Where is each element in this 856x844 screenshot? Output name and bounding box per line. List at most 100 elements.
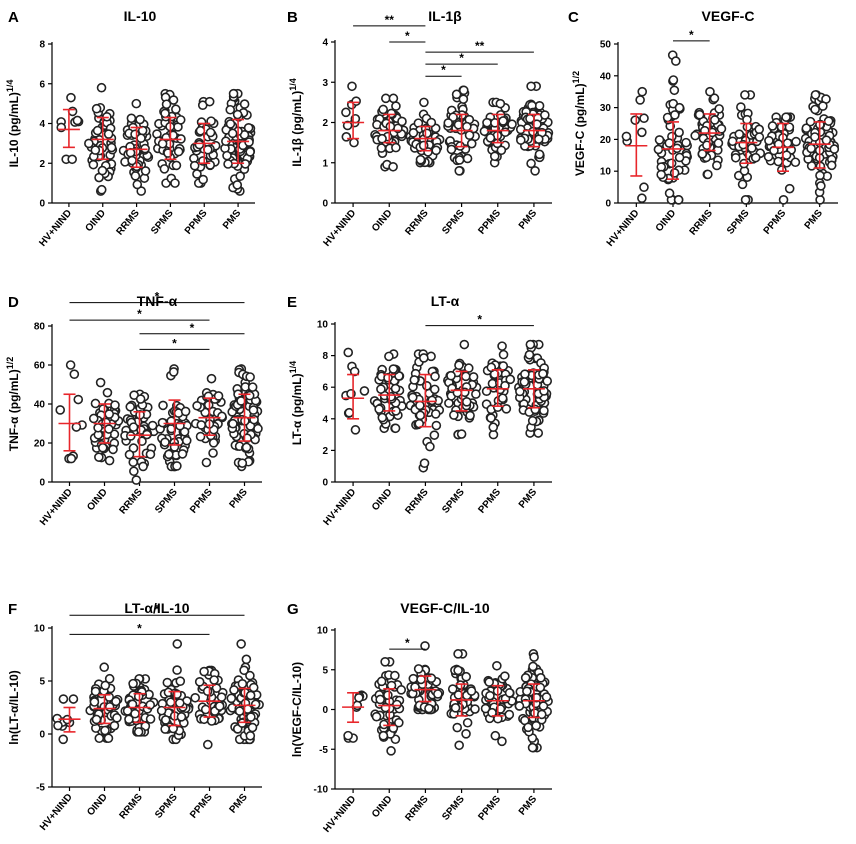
data-point — [535, 673, 546, 683]
significance-label: * — [137, 621, 142, 635]
data-point — [458, 85, 469, 96]
data-point — [534, 101, 545, 111]
data-point — [104, 673, 115, 684]
data-point — [96, 184, 107, 195]
data-point — [501, 404, 512, 414]
data-point — [376, 676, 387, 687]
data-point — [172, 639, 183, 649]
data-point — [135, 114, 145, 125]
data-point — [245, 670, 255, 681]
data-point — [179, 426, 190, 437]
data-point — [418, 140, 429, 151]
data-point — [172, 665, 182, 675]
data-point — [234, 706, 245, 716]
data-point — [104, 702, 115, 712]
panel-B: B IL-1β 0 1 2 3 4 IL-1β (pg/mL)1/4 HV+NIND OIND RR… — [287, 8, 554, 249]
data-point — [462, 153, 473, 164]
data-point — [172, 461, 182, 471]
data-point — [443, 118, 454, 128]
data-point — [810, 104, 820, 115]
x-tick-label: RRMS — [688, 208, 716, 238]
data-point — [801, 123, 812, 134]
data-point — [750, 152, 761, 163]
data-point — [538, 701, 549, 711]
data-point — [127, 155, 137, 166]
data-point — [782, 138, 793, 148]
data-point — [67, 106, 78, 117]
data-point — [112, 713, 122, 723]
data-point — [709, 115, 720, 125]
x-tick-label: HV+NIND — [322, 487, 359, 528]
data-point — [133, 727, 144, 737]
data-point — [198, 174, 208, 185]
data-point — [177, 449, 188, 459]
data-point — [374, 404, 384, 414]
significance-label: * — [137, 307, 142, 321]
x-tick-label: SPMS — [725, 208, 752, 237]
data-point — [666, 158, 677, 169]
data-point — [132, 179, 143, 190]
panel-title: VEGF-C/IL-10 — [400, 600, 490, 616]
data-point — [673, 195, 684, 205]
data-point — [229, 685, 239, 695]
data-point — [754, 132, 765, 142]
data-point — [430, 409, 441, 419]
data-point — [241, 442, 252, 453]
data-point — [232, 109, 243, 120]
significance-label: * — [477, 313, 482, 327]
data-point — [223, 159, 233, 169]
data-point — [130, 171, 141, 181]
data-point — [202, 686, 213, 697]
data-point — [515, 124, 526, 135]
data-point — [784, 183, 795, 194]
data-point — [497, 341, 507, 351]
data-point — [203, 391, 214, 402]
data-point — [461, 397, 472, 407]
data-point — [90, 398, 101, 409]
data-point — [637, 193, 647, 204]
x-tick-label: HV+NIND — [322, 794, 359, 835]
y-axis-label-exponent: 1/4 — [288, 361, 298, 374]
data-point — [386, 746, 396, 756]
data-point — [450, 703, 461, 713]
data-point — [769, 145, 779, 156]
data-point — [390, 670, 400, 681]
data-point — [668, 75, 679, 85]
data-point — [159, 164, 170, 174]
data-point — [504, 688, 515, 698]
y-axis-label: LT-α (pg/mL)1/4 — [288, 361, 304, 445]
x-tick-label: PPMS — [188, 792, 215, 821]
data-point — [160, 724, 170, 734]
data-point — [94, 733, 105, 744]
data-point — [818, 101, 828, 111]
data-point — [669, 85, 680, 96]
data-point — [495, 98, 506, 109]
data-point — [181, 435, 192, 446]
data-point — [55, 405, 66, 415]
significance-label: ** — [385, 13, 395, 27]
data-point — [161, 99, 172, 110]
data-point — [430, 371, 440, 382]
data-point — [489, 151, 500, 162]
data-point — [131, 98, 142, 109]
data-point — [127, 699, 138, 710]
data-point — [670, 110, 680, 120]
data-point — [195, 125, 206, 136]
data-point — [488, 422, 499, 433]
data-point — [111, 696, 121, 707]
data-point — [709, 93, 720, 104]
y-tick-label: 4 — [39, 119, 45, 130]
data-point — [449, 410, 459, 420]
y-tick-label: 5 — [322, 665, 328, 676]
data-point — [156, 705, 167, 716]
data-point — [466, 138, 477, 149]
x-tick-label: PPMS — [476, 487, 503, 516]
data-point — [671, 56, 681, 66]
data-point — [236, 639, 246, 649]
data-point — [91, 714, 102, 725]
data-point — [530, 404, 541, 415]
data-point — [93, 422, 103, 433]
data-point — [359, 386, 370, 396]
data-point — [461, 729, 471, 739]
data-point — [542, 376, 553, 386]
